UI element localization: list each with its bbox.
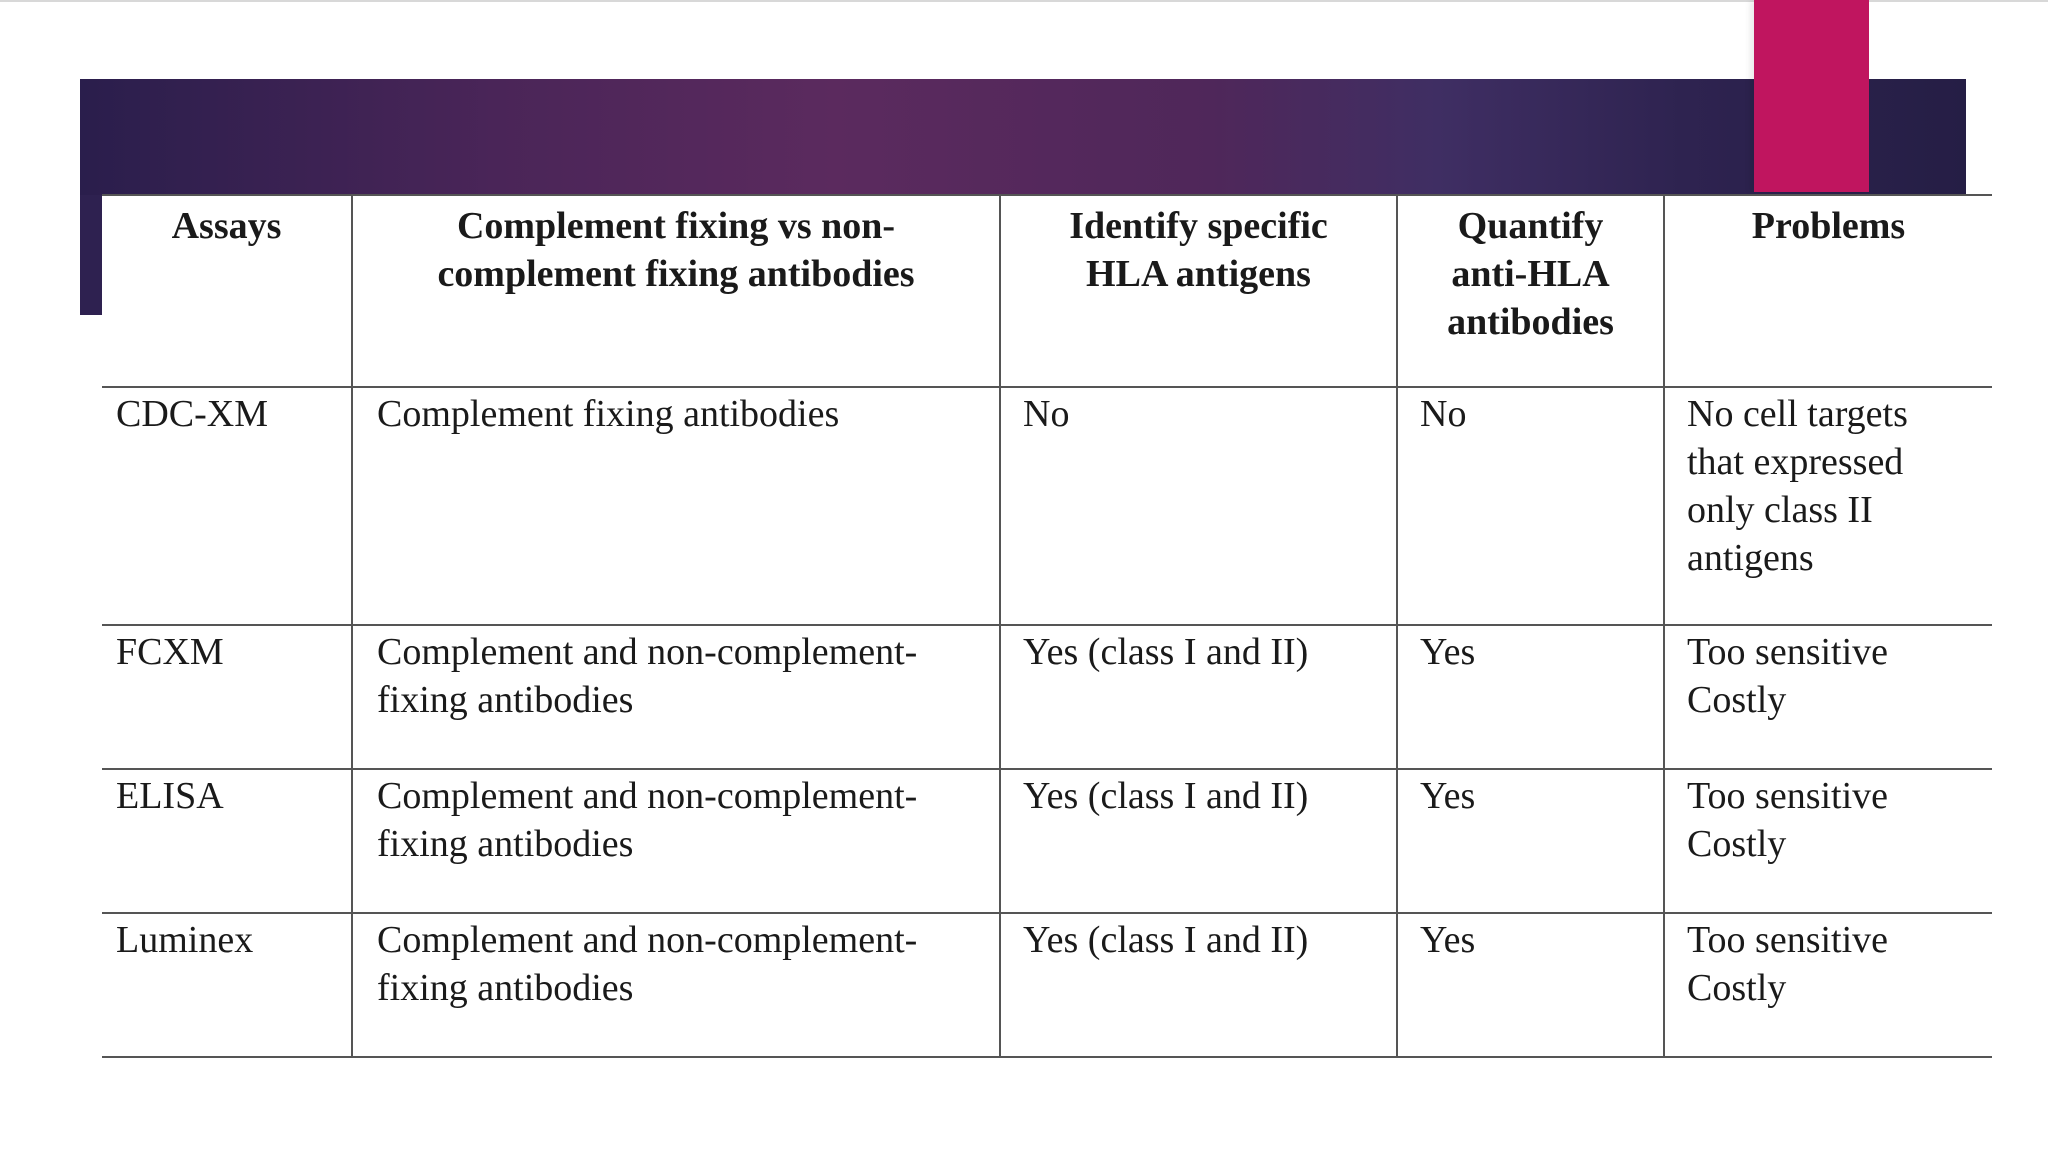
cell-quantify: Yes bbox=[1397, 912, 1665, 1058]
table-row: FCXM Complement and non-complement- fixi… bbox=[102, 624, 1992, 770]
cell-identify: Yes (class I and II) bbox=[1000, 768, 1398, 914]
comparison-table: Assays Complement fixing vs non- complem… bbox=[102, 194, 1992, 1058]
banner-left-tab bbox=[80, 195, 103, 315]
cell-identify: No bbox=[1000, 386, 1398, 626]
table-row: ELISA Complement and non-complement- fix… bbox=[102, 768, 1992, 914]
cell-complement: Complement and non-complement- fixing an… bbox=[352, 912, 1001, 1058]
table-row: CDC-XM Complement fixing antibodies No N… bbox=[102, 386, 1992, 626]
cell-problems: Too sensitive Costly bbox=[1664, 912, 1992, 1058]
header-assays: Assays bbox=[102, 194, 353, 388]
cell-complement: Complement fixing antibodies bbox=[352, 386, 1001, 626]
cell-assay: Luminex bbox=[102, 912, 353, 1058]
title-banner bbox=[80, 79, 1966, 196]
cell-identify: Yes (class I and II) bbox=[1000, 912, 1398, 1058]
cell-complement: Complement and non-complement- fixing an… bbox=[352, 768, 1001, 914]
header-identify-hla: Identify specific HLA antigens bbox=[1000, 194, 1398, 388]
cell-problems: Too sensitive Costly bbox=[1664, 768, 1992, 914]
header-complement-fixing: Complement fixing vs non- complement fix… bbox=[352, 194, 1001, 388]
cell-complement: Complement and non-complement- fixing an… bbox=[352, 624, 1001, 770]
cell-assay: FCXM bbox=[102, 624, 353, 770]
assay-comparison-table: Assays Complement fixing vs non- complem… bbox=[102, 194, 1992, 1058]
accent-bar bbox=[1754, 0, 1869, 192]
cell-problems: Too sensitive Costly bbox=[1664, 624, 1992, 770]
cell-quantify: Yes bbox=[1397, 768, 1665, 914]
cell-identify: Yes (class I and II) bbox=[1000, 624, 1398, 770]
header-problems: Problems bbox=[1664, 194, 1992, 388]
cell-quantify: No bbox=[1397, 386, 1665, 626]
cell-problems: No cell targets that expressed only clas… bbox=[1664, 386, 1992, 626]
top-divider bbox=[0, 0, 2048, 2]
cell-assay: CDC-XM bbox=[102, 386, 353, 626]
cell-quantify: Yes bbox=[1397, 624, 1665, 770]
cell-assay: ELISA bbox=[102, 768, 353, 914]
header-quantify-antibodies: Quantify anti-HLA antibodies bbox=[1397, 194, 1665, 388]
table-header-row: Assays Complement fixing vs non- complem… bbox=[102, 194, 1992, 388]
table-row: Luminex Complement and non-complement- f… bbox=[102, 912, 1992, 1058]
